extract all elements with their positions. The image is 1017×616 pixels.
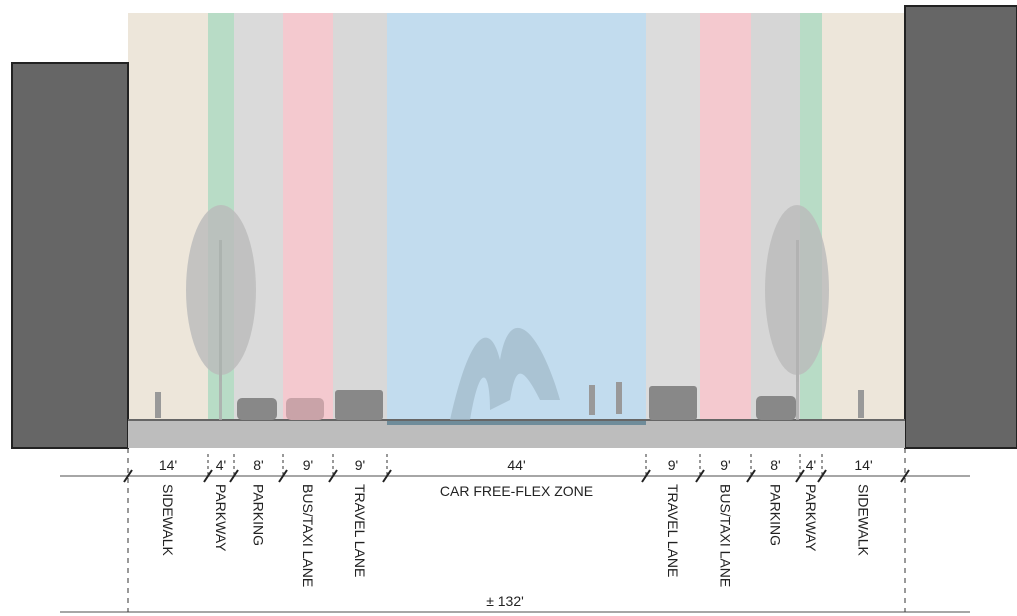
tick-slash xyxy=(795,469,805,483)
lane-strips xyxy=(128,13,905,420)
segment-width: 9' xyxy=(355,457,365,473)
tick-slash xyxy=(382,469,392,483)
tick-slash xyxy=(695,469,705,483)
lane-strip xyxy=(822,13,905,420)
segment-name: SIDEWALK xyxy=(856,484,872,556)
people xyxy=(155,327,864,420)
segment-width: 8' xyxy=(770,457,780,473)
vehicles xyxy=(237,386,796,420)
segment-name: SIDEWALK xyxy=(160,484,176,556)
tick-slash xyxy=(123,469,133,483)
tick-slash xyxy=(278,469,288,483)
segment-name: TRAVEL LANE xyxy=(352,484,368,577)
segment-width: 4' xyxy=(806,457,816,473)
segment-width: 14' xyxy=(159,457,177,473)
right-building xyxy=(904,5,1017,449)
tick-slash xyxy=(203,469,213,483)
segment-name: BUS/TAXI LANE xyxy=(300,484,316,587)
left-building xyxy=(11,62,129,449)
segment-width: 4' xyxy=(216,457,226,473)
tick-slash xyxy=(746,469,756,483)
segment-name: TRAVEL LANE xyxy=(665,484,681,577)
segment-name: PARKWAY xyxy=(213,484,229,552)
tick-slash xyxy=(229,469,239,483)
lane-strip xyxy=(646,13,700,420)
tick-slash xyxy=(328,469,338,483)
segment-width: 9' xyxy=(720,457,730,473)
segment-width: 9' xyxy=(303,457,313,473)
trees xyxy=(186,205,829,420)
total-width: ± 132' xyxy=(486,593,524,609)
segment-name: CAR FREE-FLEX ZONE xyxy=(440,483,593,499)
tick-slash xyxy=(900,469,910,483)
lane-strip xyxy=(700,13,751,420)
segment-name: PARKING xyxy=(768,484,784,546)
segment-name: BUS/TAXI LANE xyxy=(718,484,734,587)
segment-width: 44' xyxy=(507,457,525,473)
segment-name: PARKWAY xyxy=(803,484,819,552)
ground xyxy=(128,419,905,448)
segment-width: 9' xyxy=(668,457,678,473)
tick-slash xyxy=(817,469,827,483)
dimension-lines xyxy=(60,448,970,613)
segment-name: PARKING xyxy=(251,484,267,546)
tick-slash xyxy=(641,469,651,483)
lane-strip xyxy=(128,13,208,420)
segment-width: 14' xyxy=(854,457,872,473)
lane-strip xyxy=(283,13,333,420)
lane-strip xyxy=(333,13,387,420)
segment-width: 8' xyxy=(253,457,263,473)
